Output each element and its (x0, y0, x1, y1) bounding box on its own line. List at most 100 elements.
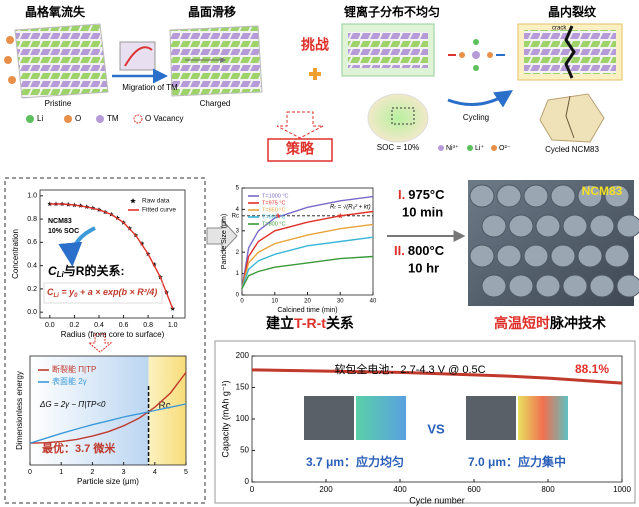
legend-label: 表面能 2γ (52, 376, 87, 386)
chart: Rc 0 1 2 3 4 5 Particle size (μm) Dimensionless … (15, 355, 188, 486)
data-line (29, 371, 187, 444)
y-tick-label: 2 (236, 250, 240, 256)
label: SOC = 10% (377, 143, 419, 152)
sem-particle (481, 274, 507, 298)
sem-particle (496, 244, 522, 268)
crystal-charged (169, 25, 263, 97)
y-tick-label: 100 (236, 414, 250, 423)
formula-part: C (47, 287, 54, 297)
legend-label: Fitted curve (142, 207, 176, 214)
x-tick-label: 600 (467, 485, 481, 494)
annotation: 软包全电池：2.7-4.3 V @ 0.5C (334, 362, 485, 376)
x-tick-label: 0 (28, 469, 32, 476)
x-tick-label: 20 (304, 299, 311, 305)
y-tick-label: 1.0 (27, 193, 37, 200)
heading: 晶格氧流失 (25, 4, 86, 19)
lattice-icon (448, 39, 505, 71)
formula-part: 0 (74, 293, 78, 299)
x-tick-label: 5 (184, 469, 188, 476)
inset-image (466, 396, 516, 440)
charts: 0.0 0.2 0.4 0.6 0.8 1.00.00.20.40.60.81.0Radi… (11, 186, 631, 506)
x-tick-label: 0.4 (94, 322, 104, 329)
y-axis-label: Capacity (mAh g⁻¹) (220, 380, 230, 457)
zoom-box (391, 107, 415, 125)
y-tick-label: 0 (245, 477, 250, 486)
heading: 晶内裂纹 (548, 4, 597, 19)
formula-part: + a × exp(b × (77, 287, 137, 297)
annotation: VS (427, 421, 445, 436)
sem-particle (508, 274, 534, 298)
y-tick-label: 0.8 (27, 216, 37, 223)
sem-particle (496, 184, 522, 208)
step-duration: 10 hr (408, 260, 439, 275)
caption: 建立T-R-t关系 (266, 315, 354, 331)
x-tick-label: 0.6 (119, 322, 129, 329)
x-tick-label: 40 (370, 299, 377, 305)
legend-label: Li⁺ (475, 144, 484, 152)
formula-part: Li (54, 293, 60, 299)
legend-label: O Vacancy (145, 114, 184, 123)
crossing-marker (275, 212, 281, 219)
y-axis-label: Concentration (11, 229, 20, 279)
label: Charged (200, 99, 231, 108)
y-tick-label: 150 (236, 383, 250, 392)
x-tick-label: 800 (541, 485, 555, 494)
legend-label: O²⁻ (499, 145, 511, 152)
sem-particle (535, 274, 561, 298)
left-frame (4, 177, 206, 504)
strategy-label: 策略 (285, 141, 315, 157)
sem-particle (523, 244, 549, 268)
y-tick-label: 0.2 (27, 286, 37, 293)
caption-part: 关系 (326, 315, 354, 331)
caption-part: 高温短时 (494, 315, 550, 331)
x-tick-label: 1 (59, 469, 63, 476)
data-line (251, 368, 623, 385)
legend-swatch (133, 114, 143, 124)
y-tick-label: 200 (236, 351, 250, 360)
sem-particle (562, 214, 588, 238)
curved-arrow (58, 226, 96, 267)
x-tick-label: 200 (319, 485, 333, 494)
y-tick-label: 0.0 (27, 309, 37, 316)
x-tick-label: 0 (250, 485, 255, 494)
atom (6, 36, 14, 44)
reference-label: Rc (232, 213, 239, 219)
annotation: 10% SOC (48, 228, 79, 235)
sem-particle (604, 184, 630, 208)
step-index: I. (398, 187, 405, 202)
capacity-frame (214, 340, 636, 504)
label: Cycled NCM83 (545, 145, 599, 154)
legend-label: T=1000 °C (262, 193, 289, 199)
legend-label: O (75, 114, 81, 123)
sem-particle (589, 214, 615, 238)
x-tick-label: 1000 (613, 485, 631, 494)
label: Migration of TM (122, 83, 178, 92)
sem-particle (535, 214, 561, 238)
caption-part: 脉冲技术 (549, 315, 606, 331)
legend-swatch (64, 115, 72, 123)
legend-swatch (491, 145, 497, 151)
crossing-marker (337, 212, 344, 219)
heading: 锂离子分布不均匀 (344, 4, 440, 19)
process-step: II. 800°C (394, 243, 445, 258)
annotation: 最优：3.7 微米 (42, 441, 116, 455)
crack (565, 95, 575, 139)
y-tick-label: 3 (236, 228, 240, 234)
annotation: 88.1% (575, 362, 609, 376)
x-tick-label: 4 (153, 469, 157, 476)
y-axis-label: Dimensionless energy (15, 371, 24, 450)
data-line (241, 223, 374, 289)
process-step: I. 975°C (398, 187, 445, 202)
x-axis-label: Particle size (μm) (77, 477, 139, 486)
sem-label: NCM83 (582, 184, 623, 198)
down-arrow (87, 333, 113, 353)
sem-particle (481, 214, 507, 238)
sem-particle (523, 184, 549, 208)
legend-label: T=975 °C (262, 200, 285, 206)
data-line (241, 255, 374, 289)
x-tick-label: 0.2 (70, 322, 80, 329)
atom (4, 56, 12, 64)
legend-label: Li (37, 114, 43, 123)
sem-particle (550, 244, 576, 268)
